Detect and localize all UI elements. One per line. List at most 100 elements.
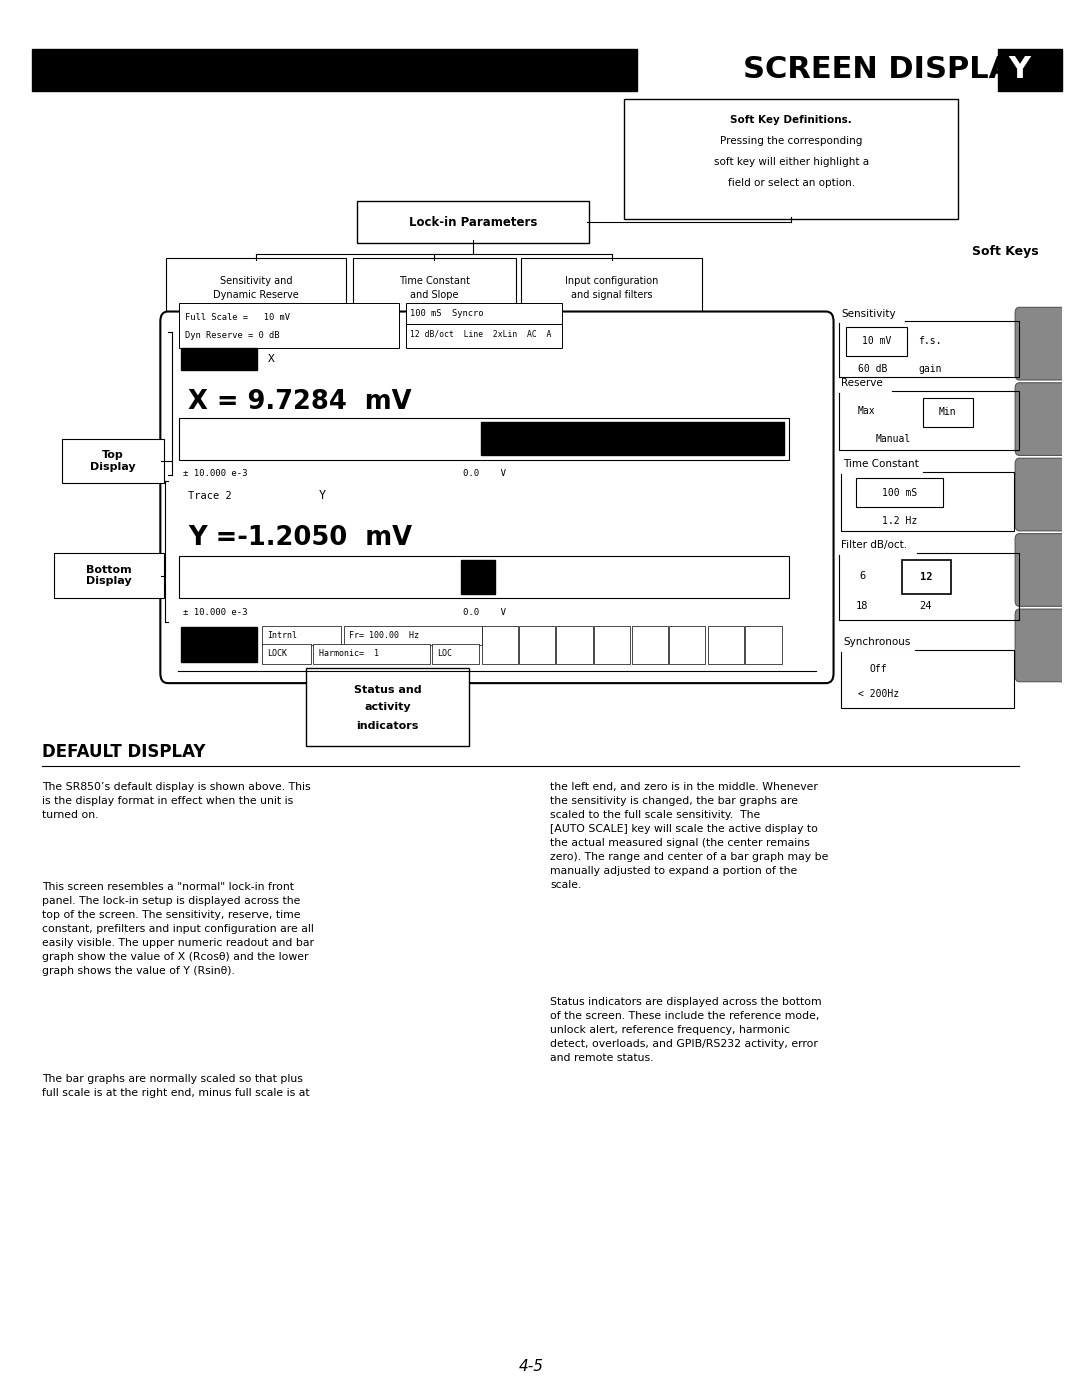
Text: The SR850’s default display is shown above. This
is the display format in effect: The SR850’s default display is shown abo… (42, 782, 311, 820)
FancyBboxPatch shape (519, 626, 555, 664)
Text: Max: Max (858, 405, 876, 416)
FancyBboxPatch shape (179, 418, 789, 460)
Text: 1.2 Hz: 1.2 Hz (881, 515, 917, 527)
Text: 24: 24 (920, 601, 932, 612)
Text: Intrnl: Intrnl (268, 631, 298, 640)
Text: The bar graphs are normally scaled so that plus
full scale is at the right end, : The bar graphs are normally scaled so th… (42, 1074, 310, 1098)
FancyBboxPatch shape (262, 644, 311, 664)
Text: activity: activity (364, 701, 410, 712)
FancyBboxPatch shape (306, 668, 470, 746)
FancyBboxPatch shape (313, 644, 430, 664)
Text: 100 mS: 100 mS (881, 488, 917, 499)
FancyBboxPatch shape (406, 303, 562, 327)
Text: Synchronous: Synchronous (843, 637, 910, 647)
Text: X = 9.7284  mV: X = 9.7284 mV (188, 390, 411, 415)
Text: Status indicators are displayed across the bottom
of the screen. These include t: Status indicators are displayed across t… (550, 997, 822, 1063)
Text: Time Constant: Time Constant (843, 460, 919, 469)
Text: gain: gain (918, 363, 942, 374)
Text: 60 dB: 60 dB (858, 363, 888, 374)
FancyBboxPatch shape (556, 626, 593, 664)
FancyBboxPatch shape (855, 478, 943, 507)
Text: Y: Y (1009, 56, 1030, 84)
Text: Y: Y (319, 489, 326, 503)
Bar (180, 348, 257, 370)
Text: Sensitivity: Sensitivity (841, 309, 895, 319)
Bar (482, 422, 784, 455)
Text: 100 mS  Syncro: 100 mS Syncro (410, 309, 484, 317)
Text: 10 mV: 10 mV (863, 335, 892, 346)
Text: Lock-in Parameters: Lock-in Parameters (409, 215, 537, 229)
FancyBboxPatch shape (1015, 383, 1068, 455)
FancyBboxPatch shape (179, 303, 400, 348)
FancyBboxPatch shape (1015, 307, 1068, 380)
FancyBboxPatch shape (356, 201, 590, 243)
Text: 0.0    V: 0.0 V (462, 608, 505, 616)
FancyBboxPatch shape (922, 398, 973, 427)
FancyBboxPatch shape (1015, 534, 1068, 606)
Text: LOCK: LOCK (268, 650, 287, 658)
FancyBboxPatch shape (847, 327, 907, 356)
FancyBboxPatch shape (1015, 458, 1068, 531)
Text: 0.0    V: 0.0 V (462, 469, 505, 478)
Text: Soft Key Definitions.: Soft Key Definitions. (730, 115, 852, 126)
Text: SCREEN DISPLA: SCREEN DISPLA (743, 56, 1013, 84)
Text: field or select an option.: field or select an option. (728, 177, 854, 189)
Text: Full Scale =   10 mV: Full Scale = 10 mV (185, 313, 289, 321)
Text: DEFAULT DISPLAY: DEFAULT DISPLAY (42, 743, 206, 761)
Text: Reserve: Reserve (841, 379, 882, 388)
FancyBboxPatch shape (708, 626, 744, 664)
Bar (180, 627, 257, 662)
FancyBboxPatch shape (62, 439, 163, 483)
Text: soft key will either highlight a: soft key will either highlight a (714, 156, 868, 168)
FancyBboxPatch shape (432, 644, 478, 664)
FancyBboxPatch shape (522, 258, 702, 317)
Text: 18: 18 (856, 601, 868, 612)
Text: Top
Display: Top Display (90, 450, 135, 472)
FancyBboxPatch shape (1015, 609, 1068, 682)
FancyBboxPatch shape (482, 626, 518, 664)
FancyBboxPatch shape (745, 626, 782, 664)
FancyBboxPatch shape (179, 556, 789, 598)
FancyBboxPatch shape (632, 626, 667, 664)
Text: Time Constant
and Slope: Time Constant and Slope (399, 275, 470, 300)
Text: ± 10.000 e-3: ± 10.000 e-3 (183, 608, 247, 616)
Text: ± 10.000 e-3: ± 10.000 e-3 (183, 469, 247, 478)
Bar (461, 560, 495, 594)
Text: Soft Keys: Soft Keys (972, 244, 1039, 258)
Text: LOC: LOC (437, 650, 453, 658)
Text: Filter dB/oct.: Filter dB/oct. (841, 541, 907, 550)
Text: Off: Off (869, 664, 887, 675)
Text: Pressing the corresponding: Pressing the corresponding (720, 136, 862, 147)
Text: 12: 12 (920, 571, 932, 583)
Text: Status and: Status and (354, 685, 421, 696)
Text: < 200Hz: < 200Hz (858, 689, 899, 700)
FancyBboxPatch shape (902, 560, 951, 594)
Text: 12 dB/oct  Line  2xLin  AC  A: 12 dB/oct Line 2xLin AC A (410, 330, 551, 338)
FancyBboxPatch shape (262, 626, 341, 645)
Text: Dyn Reserve = 0 dB: Dyn Reserve = 0 dB (185, 331, 280, 339)
Text: indicators: indicators (356, 721, 419, 732)
FancyBboxPatch shape (669, 626, 705, 664)
FancyBboxPatch shape (54, 553, 163, 598)
Text: X: X (268, 353, 274, 365)
FancyBboxPatch shape (352, 258, 516, 317)
Text: Manual: Manual (876, 433, 912, 444)
Bar (998, 49, 1062, 91)
Text: the left end, and zero is in the middle. Whenever
the sensitivity is changed, th: the left end, and zero is in the middle.… (550, 782, 828, 890)
FancyBboxPatch shape (345, 626, 482, 645)
Text: f.s.: f.s. (918, 335, 942, 346)
Text: 6: 6 (859, 570, 865, 581)
Text: Min: Min (939, 407, 956, 418)
Text: This screen resembles a "normal" lock-in front
panel. The lock-in setup is displ: This screen resembles a "normal" lock-in… (42, 883, 314, 977)
FancyBboxPatch shape (594, 626, 630, 664)
FancyBboxPatch shape (406, 324, 562, 348)
Text: 4-5: 4-5 (518, 1359, 543, 1373)
Text: Input configuration
and signal filters: Input configuration and signal filters (565, 275, 659, 300)
FancyBboxPatch shape (160, 312, 834, 683)
Text: Fr= 100.00  Hz: Fr= 100.00 Hz (349, 631, 419, 640)
Text: Sensitivity and
Dynamic Reserve: Sensitivity and Dynamic Reserve (213, 275, 299, 300)
Text: Harmonic=  1: Harmonic= 1 (319, 650, 379, 658)
FancyBboxPatch shape (165, 258, 347, 317)
Text: Bottom
Display: Bottom Display (86, 564, 132, 587)
FancyBboxPatch shape (624, 99, 958, 219)
